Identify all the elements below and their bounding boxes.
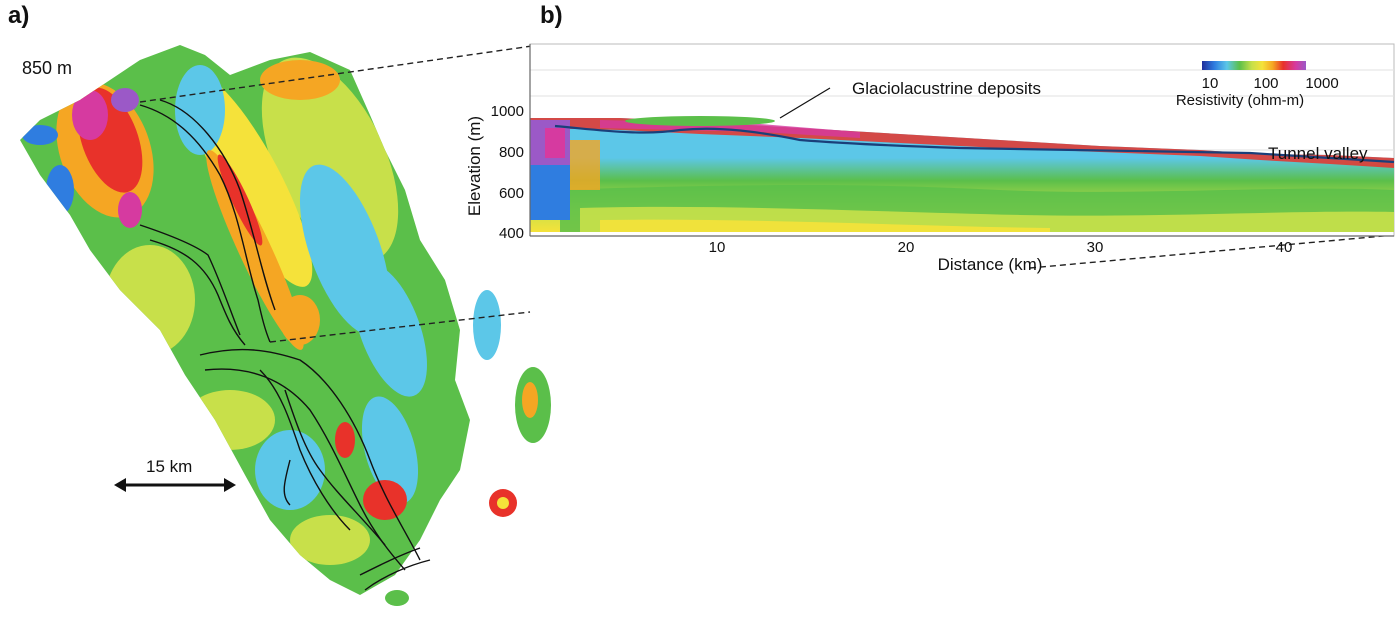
scale-bar-label: 15 km (146, 457, 192, 476)
colorbar: 10 100 1000 Resistivity (ohm-m) (1176, 61, 1339, 109)
map-patch (385, 590, 409, 606)
section-west-orange (570, 140, 600, 190)
y-tick-label: 1000 (491, 103, 524, 120)
connector-line-top (139, 45, 533, 103)
section-west-block-core (545, 128, 565, 158)
x-tick-label: 40 (1276, 239, 1293, 256)
colorbar-tick: 1000 (1305, 75, 1338, 92)
y-tick-label: 800 (499, 144, 524, 161)
colorbar-tick: 10 (1202, 75, 1219, 92)
x-tick-label: 10 (709, 239, 726, 256)
deposit-lens (625, 116, 775, 126)
panel-a-label: a) (8, 2, 30, 29)
map-patch (473, 290, 501, 360)
y-axis-label: Elevation (m) (465, 116, 484, 216)
scale-bar (114, 478, 236, 492)
interpreted-boundary-line (554, 124, 1395, 164)
colorbar-title: Resistivity (ohm-m) (1176, 92, 1304, 109)
tunnel-valley-outlines (139, 99, 431, 591)
cross-section-panel (529, 43, 1395, 237)
tunnel-valley-annotation: Tunnel valley (1268, 144, 1368, 163)
colorbar-ramp (1202, 61, 1306, 70)
section-layer-yellow (600, 219, 1050, 232)
x-tick-label: 30 (1087, 239, 1104, 256)
map-patch (497, 497, 509, 509)
x-axis-label: Distance (km) (938, 255, 1043, 274)
map-patch (522, 382, 538, 418)
deposit-leader-line (779, 87, 831, 119)
connector-line-bottom-right (1029, 234, 1395, 269)
connector-line-bottom-left (269, 311, 531, 343)
y-tick-label: 400 (499, 225, 524, 242)
x-tick-label: 20 (898, 239, 915, 256)
deposits-annotation: Glaciolacustrine deposits (852, 79, 1041, 98)
section-west-low (530, 165, 570, 220)
y-tick-label: 600 (499, 185, 524, 202)
colorbar-tick: 100 (1253, 75, 1278, 92)
panel-b-label: b) (540, 2, 563, 29)
elevation-slice-label: 850 m (22, 58, 72, 78)
